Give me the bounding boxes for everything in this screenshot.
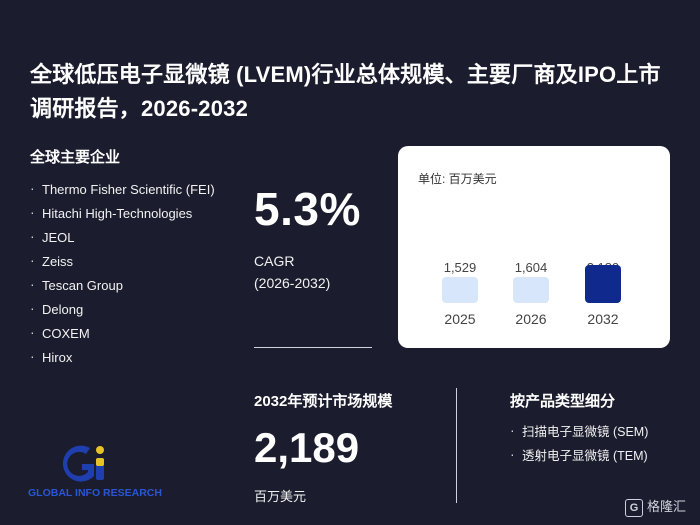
watermark: G 格隆汇 bbox=[624, 496, 686, 517]
cagr-label: CAGR bbox=[254, 253, 295, 269]
segment-item: 透射电子显微镜 (TEM) bbox=[510, 442, 648, 468]
cagr-value: 5.3% bbox=[254, 183, 361, 235]
companies-heading: 全球主要企业 bbox=[30, 149, 121, 166]
market-size-unit: 百万美元 bbox=[254, 489, 307, 504]
bar-value-label: 1,529 bbox=[444, 260, 477, 275]
bar bbox=[442, 277, 478, 303]
company-item: COXEM bbox=[30, 320, 230, 346]
company-item: Hirox bbox=[30, 344, 230, 370]
category-label: 2032 bbox=[587, 311, 618, 327]
segment-list: 扫描电子显微镜 (SEM) 透射电子显微镜 (TEM) bbox=[510, 418, 648, 468]
company-item: Zeiss bbox=[30, 248, 230, 274]
global-info-research-logo: GLOBAL INFO RESEARCH bbox=[28, 442, 188, 502]
company-item: Hitachi High-Technologies bbox=[30, 200, 230, 226]
category-label: 2025 bbox=[444, 311, 475, 327]
company-item: Tescan Group bbox=[30, 272, 230, 298]
page-title: 全球低压电子显微镜 (LVEM)行业总体规模、主要厂商及IPO上市调研报告，20… bbox=[30, 62, 661, 121]
segments-heading: 按产品类型细分 bbox=[510, 393, 616, 410]
bar bbox=[513, 277, 549, 303]
divider bbox=[254, 347, 372, 348]
watermark-text: 格隆汇 bbox=[646, 499, 686, 514]
company-item: JEOL bbox=[30, 224, 230, 250]
watermark-logo-icon: G bbox=[624, 498, 643, 517]
logo-icon: GLOBAL INFO RESEARCH bbox=[28, 445, 162, 499]
market-size-value: 2,189 bbox=[254, 424, 360, 471]
company-item: Delong bbox=[30, 296, 230, 322]
bar-value-label: 1,604 bbox=[515, 260, 548, 275]
company-item: Thermo Fisher Scientific (FEI) bbox=[30, 176, 230, 202]
cagr-period: (2026-2032) bbox=[254, 275, 331, 291]
chart-unit-label: 单位: 百万美元 bbox=[418, 172, 497, 186]
market-size-heading: 2032年预计市场规模 bbox=[254, 393, 393, 410]
segment-item: 扫描电子显微镜 (SEM) bbox=[510, 418, 648, 444]
bar bbox=[585, 265, 621, 303]
company-list: Thermo Fisher Scientific (FEI) Hitachi H… bbox=[30, 176, 230, 370]
vertical-divider bbox=[456, 388, 457, 503]
logo-text: GLOBAL INFO RESEARCH bbox=[28, 487, 162, 499]
category-label: 2026 bbox=[515, 311, 546, 327]
